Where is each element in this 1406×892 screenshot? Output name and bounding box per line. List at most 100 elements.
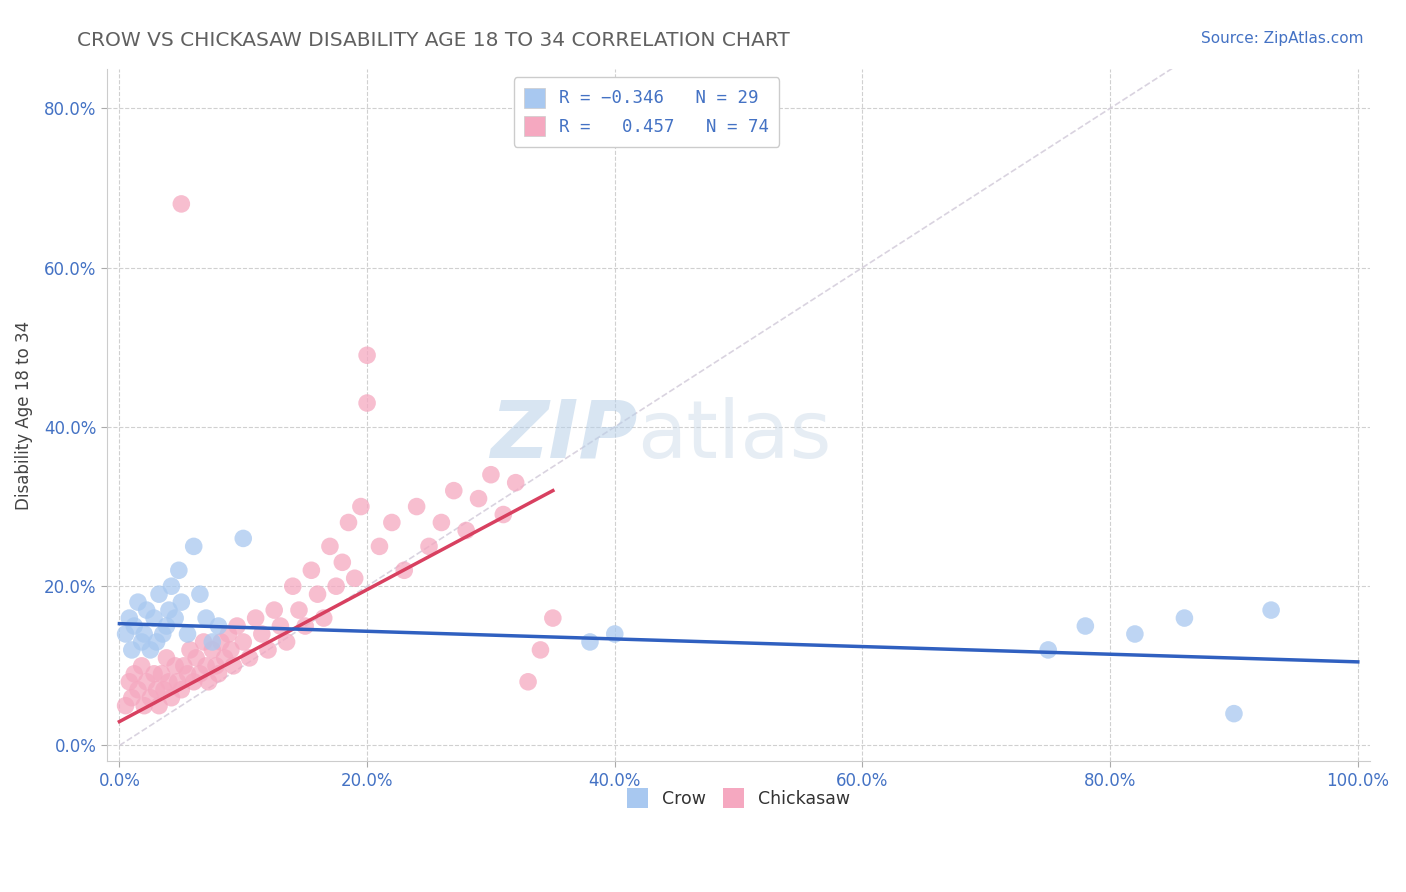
Point [131,658,153,673]
Point [131,635,153,649]
Point [170,197,193,211]
Point [179,643,201,657]
Point [186,651,208,665]
Point [1260,603,1282,617]
Point [479,467,502,482]
Point [155,651,177,665]
Point [122,619,145,633]
Point [529,643,551,657]
Point [222,658,245,673]
Point [319,540,342,554]
Point [143,611,166,625]
Point [263,603,285,617]
Point [155,619,177,633]
Point [1074,619,1097,633]
Point [134,627,156,641]
Point [176,666,198,681]
Point [276,635,298,649]
Point [226,619,249,633]
Point [467,491,489,506]
Point [183,540,205,554]
Point [517,674,540,689]
Point [312,611,335,625]
Point [294,619,316,633]
Point [299,563,322,577]
Point [269,619,291,633]
Point [139,690,162,705]
Point [135,674,157,689]
Point [176,627,198,641]
Point [207,666,229,681]
Point [148,698,170,713]
Point [165,611,187,625]
Point [356,348,378,362]
Point [579,635,602,649]
Legend: Crow, Chickasaw: Crow, Chickasaw [620,781,858,815]
Point [145,682,167,697]
Point [418,540,440,554]
Point [350,500,373,514]
Point [430,516,453,530]
Point [201,635,224,649]
Point [250,627,273,641]
Point [183,674,205,689]
Point [394,563,416,577]
Point [195,658,218,673]
Point [145,635,167,649]
Point [337,516,360,530]
Point [160,579,183,593]
Point [114,698,136,713]
Point [143,666,166,681]
Point [214,651,236,665]
Point [148,587,170,601]
Point [217,627,239,641]
Point [443,483,465,498]
Point [170,682,193,697]
Text: ZIP: ZIP [491,397,637,475]
Point [343,571,366,585]
Point [456,524,478,538]
Point [381,516,404,530]
Point [541,611,564,625]
Point [150,666,173,681]
Point [127,595,149,609]
Point [139,643,162,657]
Point [118,674,141,689]
Point [405,500,427,514]
Point [238,651,260,665]
Text: atlas: atlas [637,397,832,475]
Point [307,587,329,601]
Point [193,635,215,649]
Point [201,643,224,657]
Point [197,674,219,689]
Point [232,635,254,649]
Point [118,611,141,625]
Point [288,603,311,617]
Point [505,475,527,490]
Y-axis label: Disability Age 18 to 34: Disability Age 18 to 34 [15,320,32,509]
Point [492,508,515,522]
Point [173,658,195,673]
Point [245,611,267,625]
Point [356,396,378,410]
Point [257,643,280,657]
Point [160,690,183,705]
Point [188,666,211,681]
Point [114,627,136,641]
Point [325,579,347,593]
Point [205,658,228,673]
Text: CROW VS CHICKASAW DISABILITY AGE 18 TO 34 CORRELATION CHART: CROW VS CHICKASAW DISABILITY AGE 18 TO 3… [77,31,790,50]
Point [157,674,180,689]
Point [1223,706,1246,721]
Point [121,690,143,705]
Point [1173,611,1195,625]
Point [152,627,174,641]
Point [127,682,149,697]
Point [330,555,353,569]
Point [188,587,211,601]
Point [166,674,188,689]
Point [219,643,242,657]
Point [195,611,218,625]
Point [122,666,145,681]
Text: Source: ZipAtlas.com: Source: ZipAtlas.com [1201,31,1364,46]
